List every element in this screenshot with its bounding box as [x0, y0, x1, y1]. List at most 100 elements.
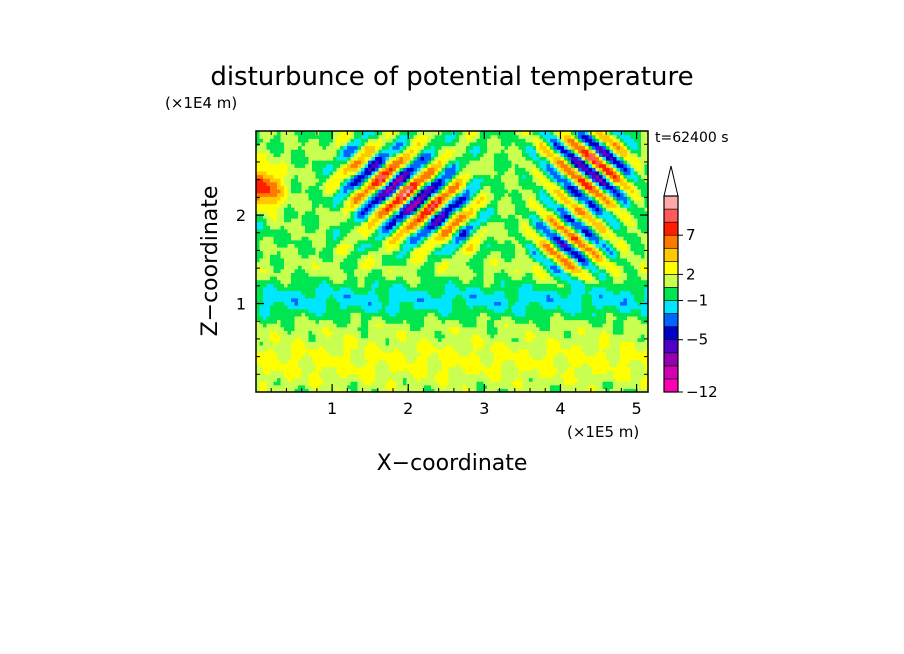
field-cell: [413, 257, 418, 263]
field-cell: [266, 312, 271, 317]
field-cell: [277, 312, 282, 317]
field-cell: [361, 323, 366, 328]
field-cell: [455, 323, 460, 328]
field-cell: [403, 377, 408, 382]
field-cell: [441, 254, 446, 259]
field-cell: [490, 319, 495, 324]
field-cell: [550, 276, 555, 281]
field-cell: [291, 290, 296, 295]
field-cell: [462, 366, 467, 371]
field-cell: [550, 243, 555, 248]
field-cell: [357, 337, 362, 342]
field-cell: [347, 228, 352, 234]
field-cell: [571, 308, 576, 313]
field-cell: [287, 326, 292, 331]
field-cell: [448, 308, 453, 313]
field-cell: [553, 352, 558, 357]
field-cell: [361, 232, 366, 237]
field-cell: [525, 341, 530, 346]
field-cell: [301, 247, 306, 252]
field-cell: [553, 366, 558, 371]
field-cell: [637, 373, 642, 379]
field-cell: [476, 319, 481, 324]
field-cell: [270, 355, 275, 360]
field-cell: [459, 257, 464, 263]
field-cell: [539, 348, 544, 353]
field-cell: [368, 268, 373, 273]
field-cell: [340, 377, 345, 382]
field-cell: [487, 297, 492, 302]
field-cell: [564, 352, 569, 357]
field-cell: [357, 370, 362, 375]
field-cell: [588, 294, 593, 299]
field-cell: [459, 286, 464, 292]
field-cell: [606, 279, 611, 284]
field-cell: [336, 301, 341, 306]
field-cell: [396, 312, 401, 317]
field-cell: [427, 294, 432, 299]
field-cell: [305, 286, 310, 292]
field-cell: [637, 359, 642, 364]
field-cell: [546, 355, 551, 360]
field-cell: [410, 341, 415, 346]
field-cell: [511, 359, 516, 364]
field-cell: [364, 236, 369, 241]
field-cell: [473, 359, 478, 364]
field-cell: [578, 250, 583, 255]
field-cell: [294, 279, 299, 284]
field-cell: [263, 294, 268, 299]
field-cell: [354, 348, 359, 353]
field-cell: [529, 344, 534, 350]
field-cell: [525, 236, 530, 241]
field-cell: [581, 261, 586, 266]
field-cell: [504, 348, 509, 353]
field-cell: [508, 381, 513, 386]
field-cell: [595, 268, 600, 273]
field-cell: [627, 268, 632, 273]
field-cell: [259, 326, 264, 331]
field-cell: [480, 319, 485, 324]
field-cell: [539, 305, 544, 310]
field-cell: [406, 315, 411, 321]
field-cell: [466, 254, 471, 259]
field-cell: [312, 377, 317, 382]
field-cell: [375, 228, 380, 234]
field-cell: [434, 366, 439, 371]
field-cell: [490, 261, 495, 266]
field-cell: [263, 370, 268, 375]
field-cell: [483, 344, 488, 350]
field-cell: [403, 254, 408, 259]
field-cell: [312, 315, 317, 321]
field-cell: [613, 355, 618, 360]
field-cell: [350, 319, 355, 324]
field-cell: [585, 384, 590, 389]
field-cell: [354, 381, 359, 386]
field-cell: [525, 319, 530, 324]
field-cell: [312, 384, 317, 389]
field-cell: [588, 308, 593, 313]
field-cell: [553, 381, 558, 386]
field-cell: [333, 334, 338, 339]
field-cell: [497, 290, 502, 295]
field-cell: [483, 370, 488, 375]
field-cell: [476, 257, 481, 263]
field-cell: [259, 279, 264, 284]
field-cell: [420, 384, 425, 389]
field-cell: [434, 330, 439, 335]
field-cell: [595, 323, 600, 328]
field-cell: [494, 268, 499, 273]
field-cell: [382, 312, 387, 317]
field-cell: [312, 301, 317, 306]
field-cell: [319, 243, 324, 248]
field-cell: [364, 247, 369, 252]
field-cell: [326, 272, 331, 277]
field-cell: [287, 283, 292, 288]
field-cell: [431, 301, 436, 306]
field-cell: [518, 359, 523, 364]
field-cell: [382, 341, 387, 346]
field-cell: [291, 363, 296, 368]
field-cell: [602, 323, 607, 328]
field-cell: [641, 381, 646, 386]
field-cell: [357, 344, 362, 350]
field-cell: [277, 323, 282, 328]
